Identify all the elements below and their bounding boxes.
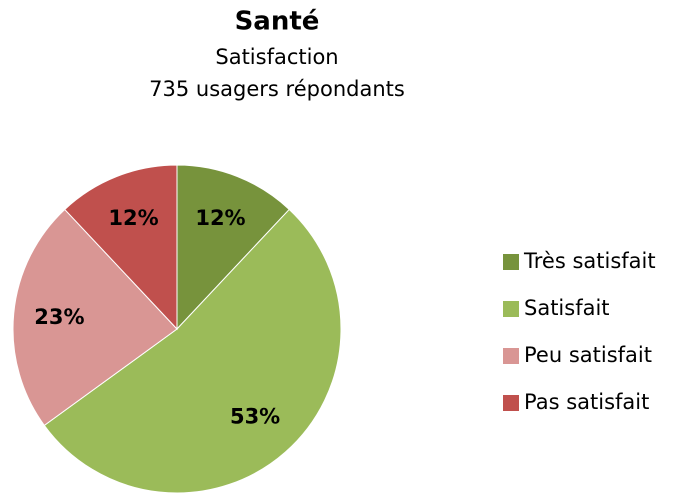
chart-subtitle: Satisfaction <box>215 45 338 69</box>
pie-slice <box>64 164 178 331</box>
legend-label: Peu satisfait <box>524 343 652 367</box>
pie-slice <box>12 208 178 427</box>
chart-title: Santé <box>235 7 320 37</box>
legend-swatch <box>503 395 519 411</box>
legend-swatch <box>503 301 519 317</box>
data-label: 23% <box>34 305 84 329</box>
data-label: 12% <box>108 206 158 230</box>
data-label: 12% <box>195 206 245 230</box>
chart-subtitle: 735 usagers répondants <box>149 77 405 101</box>
pie-slice <box>43 208 342 493</box>
data-label: 53% <box>230 405 280 429</box>
legend-swatch <box>503 348 519 364</box>
pie-slice <box>176 164 290 331</box>
legend-label: Satisfait <box>524 296 610 320</box>
legend-label: Pas satisfait <box>524 390 649 414</box>
legend-label: Très satisfait <box>523 249 656 273</box>
legend-swatch <box>503 254 519 270</box>
